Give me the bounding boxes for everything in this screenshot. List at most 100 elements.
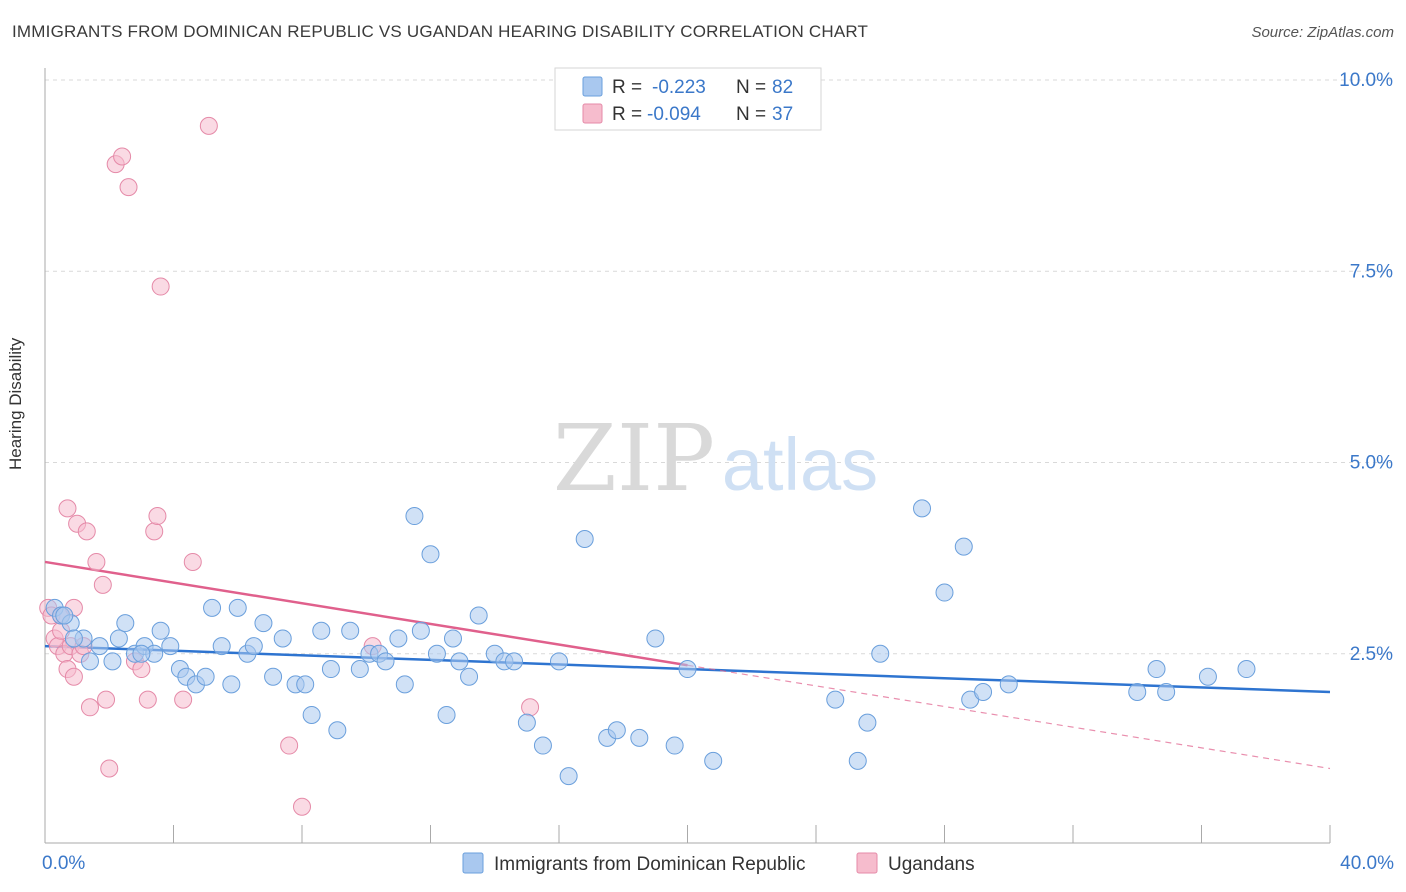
y-tick-label: 5.0% [1350,453,1393,474]
dominican-point [678,660,697,679]
n-label-2: N = [736,104,766,125]
dominican-point [212,637,231,656]
dominican-point [630,728,649,747]
y-tick-label: 10.0% [1339,70,1393,91]
dominican-point [203,598,222,617]
dominican-point [376,652,395,671]
ugandan-point [77,522,96,541]
series-legend-label-pink: Ugandans [888,854,975,875]
dominican-point [196,667,215,686]
dominican-point [704,751,723,770]
dominican-point [341,621,360,640]
dominican-point [421,545,440,564]
dominican-point [575,530,594,548]
dominican-point [1237,660,1256,679]
dominican-point [90,637,109,656]
ugandan-point [119,178,138,197]
stats-legend: R = -0.223 N = 82 R = -0.094 N = 37 [554,67,822,131]
dominican-point [405,507,424,526]
dominican-point [103,652,122,671]
chart-title: IMMIGRANTS FROM DOMINICAN REPUBLIC VS UG… [12,22,869,41]
dominican-point [296,675,315,694]
dominican-point [913,499,932,518]
dominican-point [228,598,247,617]
dominican-point [273,629,292,648]
dominican-point [559,767,578,786]
dominican-point [1147,660,1166,679]
dominican-point [411,621,430,640]
dominican-point [848,751,867,770]
dominican-point [871,644,890,663]
ugandan-point [280,736,299,755]
ugandan-point [174,690,193,709]
gridlines [45,79,1392,655]
trend-line-pink-extension [687,664,1331,770]
ugandan-point [521,698,540,717]
ugandan-point [183,552,202,571]
dominican-point [80,652,99,671]
watermark: ZIP atlas [553,405,878,512]
ugandan-point [113,147,132,166]
dominican-point [974,683,993,701]
n-value-1: 82 [772,77,793,98]
r-value-2: -0.094 [647,104,701,125]
dominican-point [395,675,414,694]
dominican-point [328,721,347,740]
ugandan-point [58,499,77,518]
dominican-point [437,705,456,724]
legend-swatch-pink [582,103,603,124]
dominican-point [935,583,954,602]
dominican-point [607,721,626,740]
dominican-point [312,621,331,640]
axes: 2.5% 5.0% 7.5% 10.0% 0.0% 40.0% [42,68,1394,874]
watermark-atlas: atlas [722,423,878,506]
ugandan-point [93,575,112,594]
y-tick-label: 2.5% [1350,644,1393,665]
dominican-point [665,736,684,755]
dominican-point [999,675,1018,694]
dominican-point [244,637,263,656]
dominican-point [646,629,665,648]
dominican-point [550,652,568,671]
ugandan-point [87,552,106,571]
n-label-1: N = [736,77,766,98]
x-tick-label-max: 40.0% [1340,853,1394,874]
series-legend: Immigrants from Dominican Republic Ugand… [462,852,975,875]
y-tick-label: 7.5% [1350,261,1393,282]
ugandan-point [97,690,116,709]
dominican-point [109,629,128,648]
ugandan-point [138,690,157,709]
dominican-point [151,621,170,640]
ugandan-point [151,277,170,296]
dominican-point [443,629,462,648]
x-tick-label-min: 0.0% [42,853,85,874]
dominican-point [55,606,74,625]
dominican-point [389,629,408,648]
dominican-point [954,537,973,556]
r-value-1: -0.223 [652,77,706,98]
dominican-point [161,637,180,656]
dominican-point [826,690,845,709]
dominican-point [116,614,135,633]
dominican-point [460,667,479,686]
dominican-point [450,652,469,671]
data-points [39,116,1256,816]
dominican-point [254,614,273,633]
dominican-point [222,675,241,694]
dominican-point [302,705,321,724]
ugandan-point [80,698,99,717]
series-legend-swatch-blue [462,852,484,874]
ugandan-point [148,507,167,526]
ugandan-point [100,759,119,778]
r-label-2: R = [612,104,642,125]
dominican-point [1198,667,1217,686]
dominican-point [505,652,524,671]
source-label: Source: ZipAtlas.com [1251,24,1394,41]
dominican-point [427,644,446,663]
ugandan-point [199,116,218,135]
dominican-point [132,644,151,663]
r-label-1: R = [612,77,642,98]
n-value-2: 37 [772,104,793,125]
dominican-point [533,736,552,755]
dominican-point [321,660,340,679]
